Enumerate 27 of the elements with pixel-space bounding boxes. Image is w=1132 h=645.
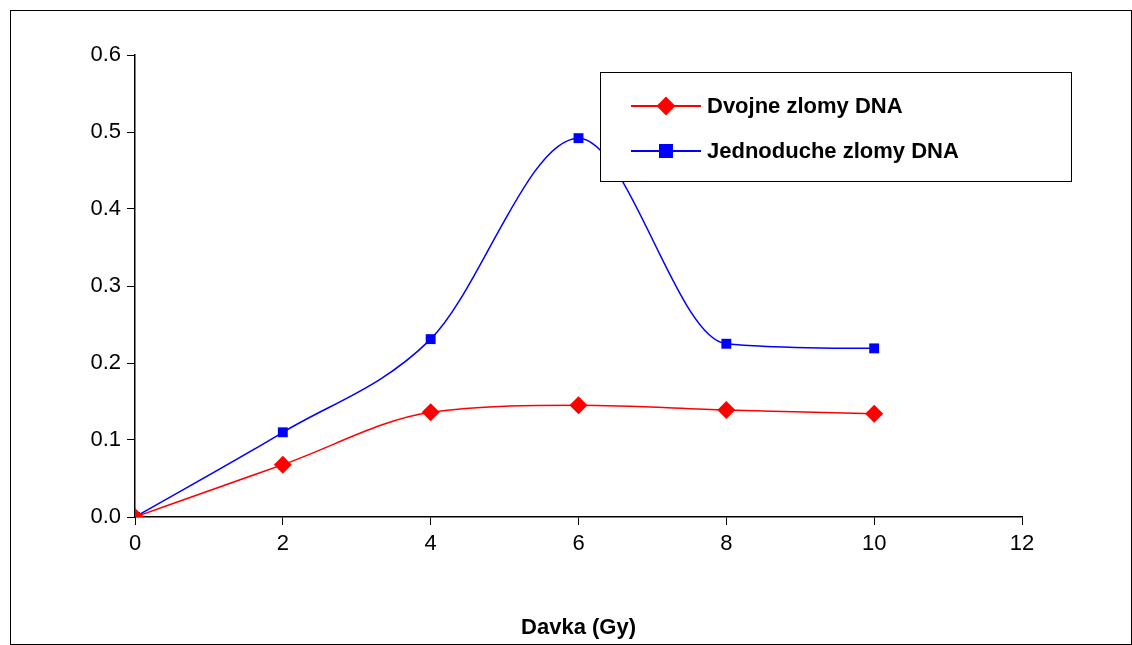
point — [277, 427, 288, 438]
y-tick-label: 0.5 — [90, 118, 121, 144]
point — [573, 133, 584, 144]
y-tick-label: 0.2 — [90, 349, 121, 375]
legend-label: Jednoduche zlomy DNA — [707, 137, 959, 164]
point — [869, 343, 880, 354]
x-axis-title: Davka (Gy) — [521, 613, 636, 639]
point — [425, 334, 436, 345]
x-tick-label: 10 — [861, 530, 887, 556]
legend-label: Dvojne zlomy DNA — [707, 92, 903, 119]
x-tick-label: 6 — [572, 530, 585, 556]
y-tick-label: 0.3 — [90, 272, 121, 298]
x-tick-label: 2 — [276, 530, 289, 556]
x-tick-label: 4 — [424, 530, 437, 556]
point — [721, 338, 732, 349]
point — [421, 403, 440, 422]
y-tick-label: 0.6 — [90, 41, 121, 67]
y-tick-label: 0.1 — [90, 426, 121, 452]
point — [865, 404, 884, 423]
y-tick-label: 0.4 — [90, 195, 121, 221]
x-tick-label: 0 — [128, 530, 142, 556]
point — [717, 400, 736, 419]
y-tick-label: 0.0 — [90, 503, 121, 529]
x-tick-label: 12 — [1009, 530, 1035, 556]
point — [569, 396, 588, 415]
x-tick-label: 8 — [720, 530, 733, 556]
point — [273, 455, 292, 474]
